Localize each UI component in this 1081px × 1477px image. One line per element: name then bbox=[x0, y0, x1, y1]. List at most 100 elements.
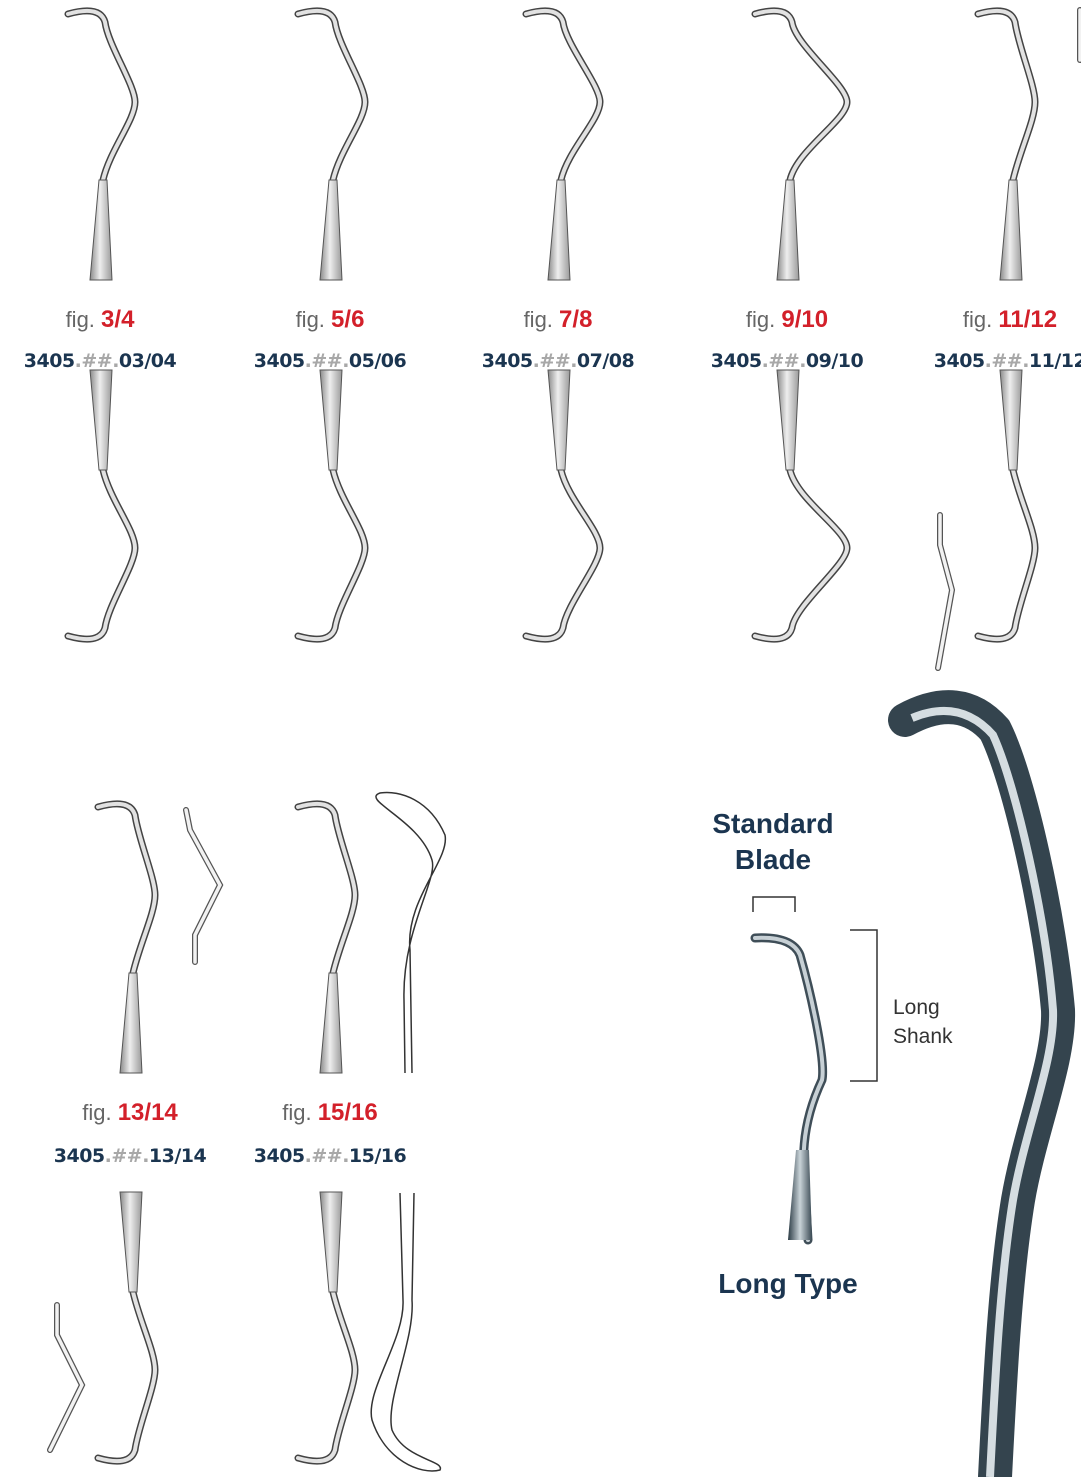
shank-outline bbox=[98, 804, 155, 973]
code-prefix: 3405 bbox=[54, 1145, 105, 1167]
shank bbox=[298, 1292, 355, 1461]
fig-prefix: fig. bbox=[282, 1100, 311, 1125]
code-prefix: 3405 bbox=[24, 350, 75, 372]
shank bbox=[68, 11, 135, 180]
profile bbox=[186, 810, 220, 962]
instrument-drawings bbox=[50, 10, 1080, 1471]
handle bbox=[120, 973, 142, 1073]
instrument-lower bbox=[68, 370, 135, 639]
outline-instrument bbox=[376, 792, 445, 1073]
part-number: 3405.##.11/12 bbox=[900, 350, 1081, 372]
fig-prefix: fig. bbox=[524, 307, 553, 332]
shank-outline bbox=[298, 11, 365, 180]
fig-number: 3/4 bbox=[101, 306, 134, 333]
diagram-instrument-shine bbox=[755, 938, 823, 1240]
code-mid: .##. bbox=[75, 350, 119, 372]
code-mid: .##. bbox=[762, 350, 806, 372]
shank bbox=[98, 804, 155, 973]
code-prefix: 3405 bbox=[711, 350, 762, 372]
code-suffix: 07/08 bbox=[577, 350, 634, 372]
blade-label: Standard Blade bbox=[693, 806, 853, 878]
instrument-lower bbox=[755, 370, 847, 639]
handle bbox=[320, 370, 342, 470]
handle bbox=[1000, 180, 1022, 280]
part-number: 3405.##.09/10 bbox=[677, 350, 897, 372]
instrument-lower bbox=[978, 370, 1035, 639]
code-prefix: 3405 bbox=[254, 350, 305, 372]
code-mid: .##. bbox=[105, 1145, 149, 1167]
fig-number: 11/12 bbox=[998, 306, 1057, 333]
instrument-upper bbox=[298, 11, 365, 280]
code-mid: .##. bbox=[305, 350, 349, 372]
code-prefix: 3405 bbox=[934, 350, 985, 372]
fig-number: 15/16 bbox=[318, 1099, 378, 1126]
handle bbox=[120, 1192, 142, 1292]
catalog-page: {"items": [ {"fig_prefix": "fig.", "fig"… bbox=[0, 0, 1081, 1477]
shank bbox=[978, 11, 1035, 180]
code-suffix: 05/06 bbox=[349, 350, 406, 372]
shank-outline bbox=[526, 470, 600, 639]
fig-label: fig. 15/16 bbox=[220, 1099, 440, 1127]
instrument-upper bbox=[98, 804, 155, 1073]
shank-outline bbox=[68, 470, 135, 639]
shank bbox=[978, 470, 1035, 639]
fig-number: 9/10 bbox=[781, 306, 828, 333]
code-mid: .##. bbox=[305, 1145, 349, 1167]
blade-diagram bbox=[753, 897, 877, 1240]
handle bbox=[777, 180, 799, 280]
blade-bracket bbox=[753, 897, 795, 912]
handle bbox=[548, 370, 570, 470]
illustrations bbox=[0, 0, 1081, 1477]
instrument-lower bbox=[526, 370, 600, 639]
shank bbox=[298, 11, 365, 180]
fig-number: 7/8 bbox=[559, 306, 592, 333]
fig-number: 5/6 bbox=[331, 306, 364, 333]
shank-outline bbox=[68, 11, 135, 180]
part-number: 3405.##.13/14 bbox=[20, 1145, 240, 1167]
handle bbox=[777, 370, 799, 470]
shank-outline bbox=[298, 470, 365, 639]
code-prefix: 3405 bbox=[482, 350, 533, 372]
shank bbox=[298, 804, 355, 973]
instrument-lower bbox=[298, 370, 365, 639]
handle bbox=[90, 370, 112, 470]
part-number: 3405.##.07/08 bbox=[448, 350, 668, 372]
shank-outline bbox=[978, 470, 1035, 639]
fig-prefix: fig. bbox=[963, 307, 992, 332]
handle bbox=[320, 180, 342, 280]
shank-label: Long Shank bbox=[893, 993, 983, 1051]
diagram-instrument bbox=[755, 938, 823, 1240]
code-suffix: 15/16 bbox=[349, 1145, 406, 1167]
instrument-upper bbox=[298, 804, 355, 1073]
handle bbox=[90, 180, 112, 280]
instrument-upper bbox=[68, 11, 135, 280]
fig-prefix: fig. bbox=[296, 307, 325, 332]
instrument-lower bbox=[298, 1192, 355, 1461]
shank bbox=[98, 1292, 155, 1461]
shank-outline bbox=[755, 11, 847, 180]
instrument-upper bbox=[978, 11, 1035, 280]
code-suffix: 11/12 bbox=[1029, 350, 1081, 372]
outline-instrument bbox=[371, 1193, 440, 1471]
fig-label: fig. 11/12 bbox=[900, 306, 1081, 334]
handle bbox=[320, 1192, 342, 1292]
code-suffix: 03/04 bbox=[119, 350, 176, 372]
fig-label: fig. 3/4 bbox=[0, 306, 210, 334]
fig-prefix: fig. bbox=[66, 307, 95, 332]
shank bbox=[298, 470, 365, 639]
handle bbox=[548, 180, 570, 280]
handle bbox=[320, 973, 342, 1073]
instrument-lower bbox=[98, 1192, 155, 1461]
shank-outline bbox=[298, 804, 355, 973]
shank-outline bbox=[98, 1292, 155, 1461]
fig-label: fig. 7/8 bbox=[448, 306, 668, 334]
fig-prefix: fig. bbox=[82, 1100, 111, 1125]
fig-label: fig. 13/14 bbox=[20, 1099, 240, 1127]
handle bbox=[1000, 370, 1022, 470]
part-number: 3405.##.15/16 bbox=[220, 1145, 440, 1167]
large-instrument bbox=[905, 707, 1058, 1477]
instrument-upper bbox=[526, 11, 600, 280]
shank-bracket bbox=[850, 930, 877, 1081]
fig-label: fig. 5/6 bbox=[220, 306, 440, 334]
shank-outline bbox=[526, 11, 600, 180]
